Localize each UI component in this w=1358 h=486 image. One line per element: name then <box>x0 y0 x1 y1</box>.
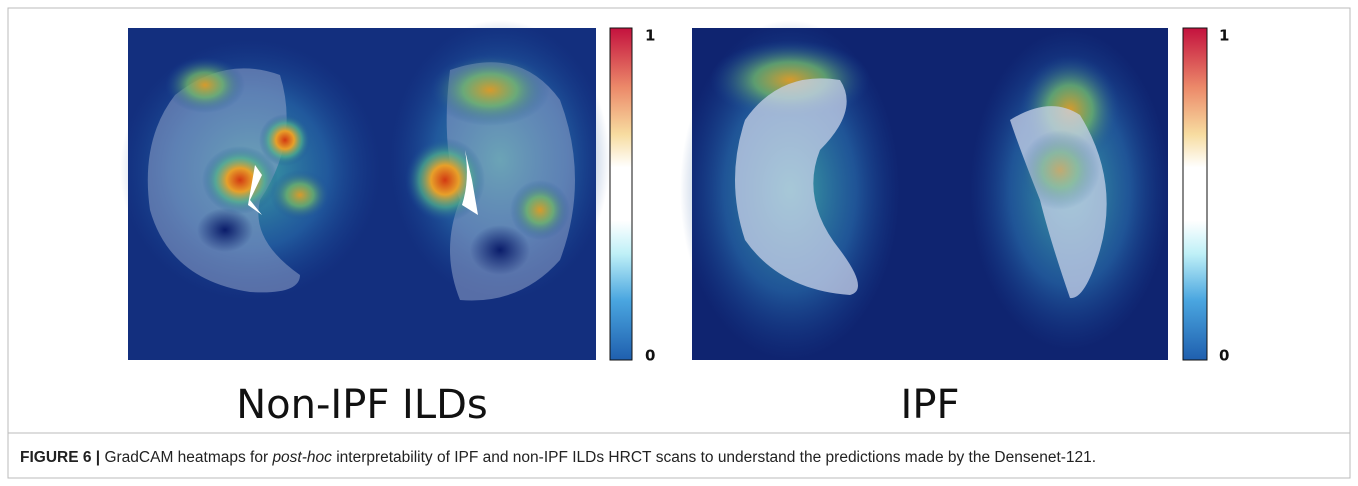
colorbar-min: 0 <box>1219 347 1229 365</box>
caption-text: GradCAM heatmaps for <box>100 449 272 466</box>
caption-emphasis: post-hoc <box>271 449 332 466</box>
colorbar <box>1182 27 1208 361</box>
heatmap-non-ipf <box>120 20 610 360</box>
figure-frame <box>7 7 1351 479</box>
heatmap-ipf <box>680 20 1170 360</box>
panel-label: IPF <box>901 382 960 428</box>
colorbar <box>609 27 633 361</box>
caption-text: interpretability of IPF and non-IPF ILDs… <box>332 449 1096 466</box>
caption: FIGURE 6 | GradCAM heatmaps for post-hoc… <box>20 449 1096 466</box>
caption-label: FIGURE 6 | <box>20 449 100 466</box>
colorbar-min: 0 <box>645 347 655 365</box>
colorbar-max: 1 <box>645 27 655 45</box>
panel-label: Non-IPF ILDs <box>236 382 488 428</box>
colorbar-max: 1 <box>1219 27 1229 45</box>
